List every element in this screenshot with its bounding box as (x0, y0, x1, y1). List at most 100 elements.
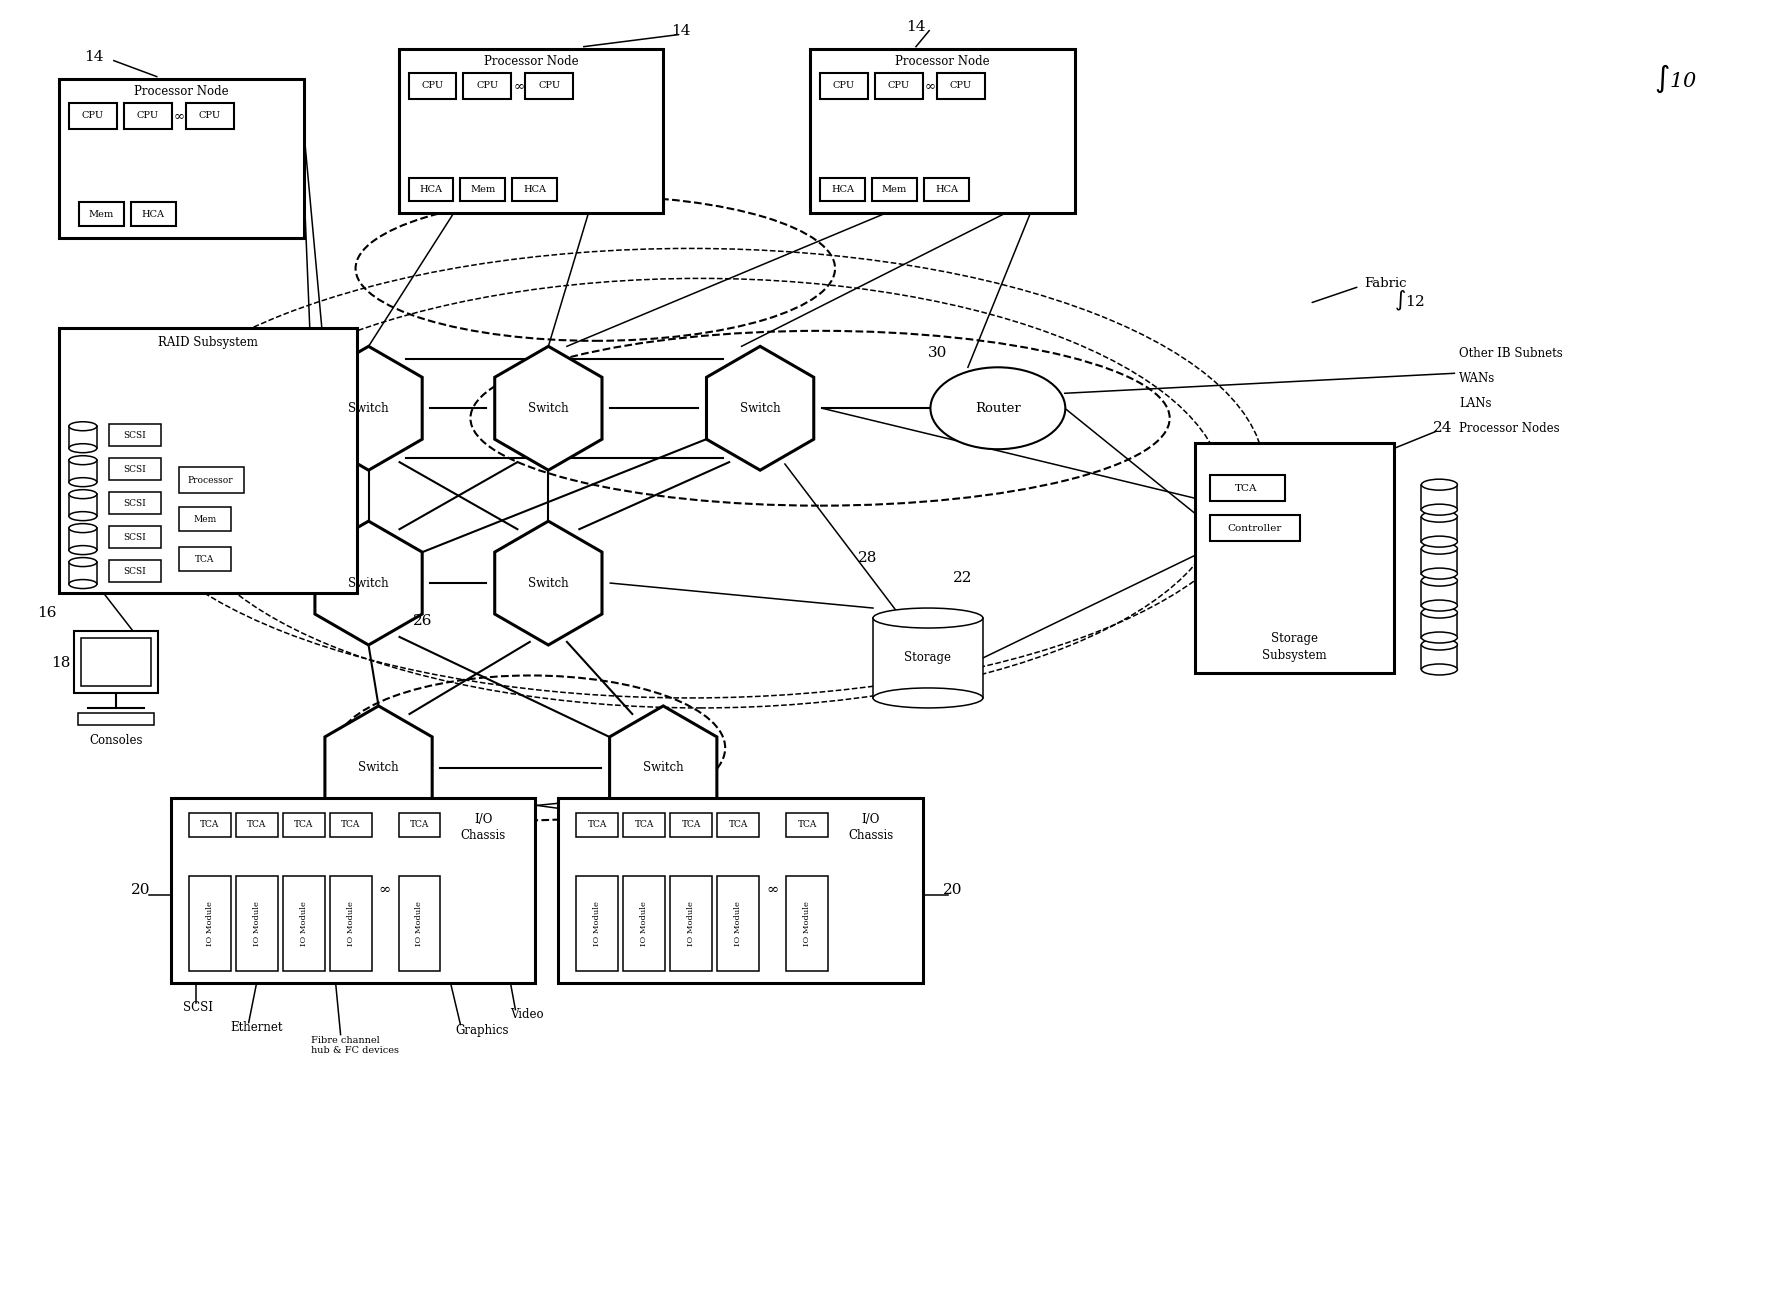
Text: IO Module: IO Module (415, 901, 424, 945)
Text: RAID Subsystem: RAID Subsystem (157, 336, 258, 349)
Text: Switch: Switch (348, 577, 389, 590)
FancyBboxPatch shape (787, 813, 827, 837)
FancyBboxPatch shape (69, 562, 97, 584)
Text: HCA: HCA (523, 185, 546, 194)
FancyBboxPatch shape (398, 875, 440, 971)
Text: TCA: TCA (681, 820, 700, 829)
Text: Mem: Mem (882, 185, 907, 194)
Text: CPU: CPU (136, 111, 159, 120)
FancyBboxPatch shape (78, 712, 154, 725)
Text: SCSI: SCSI (124, 566, 147, 575)
Ellipse shape (1421, 639, 1457, 650)
Ellipse shape (69, 546, 97, 555)
Ellipse shape (873, 688, 983, 709)
FancyBboxPatch shape (283, 813, 325, 837)
FancyBboxPatch shape (787, 875, 827, 971)
FancyBboxPatch shape (81, 637, 150, 687)
Text: TCA: TCA (293, 820, 313, 829)
Text: I/O: I/O (474, 813, 493, 826)
Text: CPU: CPU (888, 81, 911, 91)
Ellipse shape (1421, 632, 1457, 643)
Text: SCSI: SCSI (124, 464, 147, 473)
Text: CPU: CPU (476, 81, 499, 91)
FancyBboxPatch shape (58, 328, 357, 593)
FancyBboxPatch shape (329, 813, 371, 837)
Ellipse shape (1421, 504, 1457, 515)
Ellipse shape (1421, 480, 1457, 490)
FancyBboxPatch shape (820, 177, 865, 202)
FancyBboxPatch shape (820, 72, 868, 98)
FancyBboxPatch shape (179, 507, 230, 531)
Ellipse shape (69, 477, 97, 486)
Text: $\mathit{\int}$12: $\mathit{\int}$12 (1395, 290, 1425, 313)
FancyBboxPatch shape (189, 813, 230, 837)
FancyBboxPatch shape (810, 49, 1075, 213)
Text: 28: 28 (857, 551, 877, 565)
Text: WANs: WANs (1459, 372, 1496, 385)
Text: 24: 24 (1432, 422, 1452, 436)
Text: Switch: Switch (644, 762, 684, 775)
FancyBboxPatch shape (559, 798, 923, 983)
Text: Processor Node: Processor Node (895, 56, 990, 69)
Text: Ethernet: Ethernet (230, 1021, 283, 1034)
FancyBboxPatch shape (624, 875, 665, 971)
Text: IO Module: IO Module (688, 901, 695, 945)
FancyBboxPatch shape (80, 203, 124, 226)
Text: 14: 14 (907, 19, 926, 34)
Polygon shape (315, 347, 423, 471)
Text: CPU: CPU (949, 81, 972, 91)
FancyBboxPatch shape (329, 875, 371, 971)
Text: TCA: TCA (1236, 484, 1257, 493)
FancyBboxPatch shape (576, 813, 619, 837)
Ellipse shape (1421, 606, 1457, 618)
Text: 16: 16 (37, 606, 57, 621)
FancyBboxPatch shape (131, 203, 175, 226)
FancyBboxPatch shape (69, 427, 97, 449)
Text: Video: Video (511, 1009, 545, 1021)
Polygon shape (325, 706, 431, 830)
Polygon shape (707, 347, 813, 471)
Ellipse shape (873, 608, 983, 628)
Polygon shape (495, 521, 601, 645)
FancyBboxPatch shape (186, 102, 233, 128)
FancyBboxPatch shape (925, 177, 969, 202)
Text: CPU: CPU (81, 111, 104, 120)
Ellipse shape (69, 557, 97, 566)
Ellipse shape (930, 367, 1066, 449)
FancyBboxPatch shape (1421, 613, 1457, 637)
Text: TCA: TCA (248, 820, 267, 829)
Text: TCA: TCA (194, 555, 214, 564)
Ellipse shape (69, 490, 97, 499)
Text: SCSI: SCSI (124, 431, 147, 440)
Text: Switch: Switch (359, 762, 400, 775)
FancyBboxPatch shape (1209, 476, 1285, 502)
FancyBboxPatch shape (1421, 644, 1457, 670)
Text: TCA: TCA (200, 820, 219, 829)
Text: ∞: ∞ (513, 79, 525, 92)
FancyBboxPatch shape (398, 813, 440, 837)
FancyBboxPatch shape (1421, 581, 1457, 605)
Ellipse shape (1421, 600, 1457, 612)
FancyBboxPatch shape (408, 177, 453, 202)
Text: IO Module: IO Module (803, 901, 812, 945)
Polygon shape (610, 706, 716, 830)
Text: IO Module: IO Module (205, 901, 214, 945)
Ellipse shape (69, 524, 97, 533)
FancyBboxPatch shape (1421, 548, 1457, 574)
Text: Switch: Switch (739, 402, 780, 415)
Text: Switch: Switch (348, 402, 389, 415)
FancyBboxPatch shape (937, 72, 985, 98)
Polygon shape (495, 347, 601, 471)
Text: TCA: TCA (635, 820, 654, 829)
FancyBboxPatch shape (624, 813, 665, 837)
FancyBboxPatch shape (110, 560, 161, 582)
FancyBboxPatch shape (283, 875, 325, 971)
FancyBboxPatch shape (718, 813, 758, 837)
Ellipse shape (1421, 568, 1457, 579)
Text: IO Module: IO Module (299, 901, 308, 945)
FancyBboxPatch shape (1195, 443, 1395, 672)
Text: Consoles: Consoles (88, 734, 143, 747)
Text: 26: 26 (412, 614, 431, 628)
Text: Graphics: Graphics (456, 1024, 509, 1037)
FancyBboxPatch shape (171, 798, 536, 983)
